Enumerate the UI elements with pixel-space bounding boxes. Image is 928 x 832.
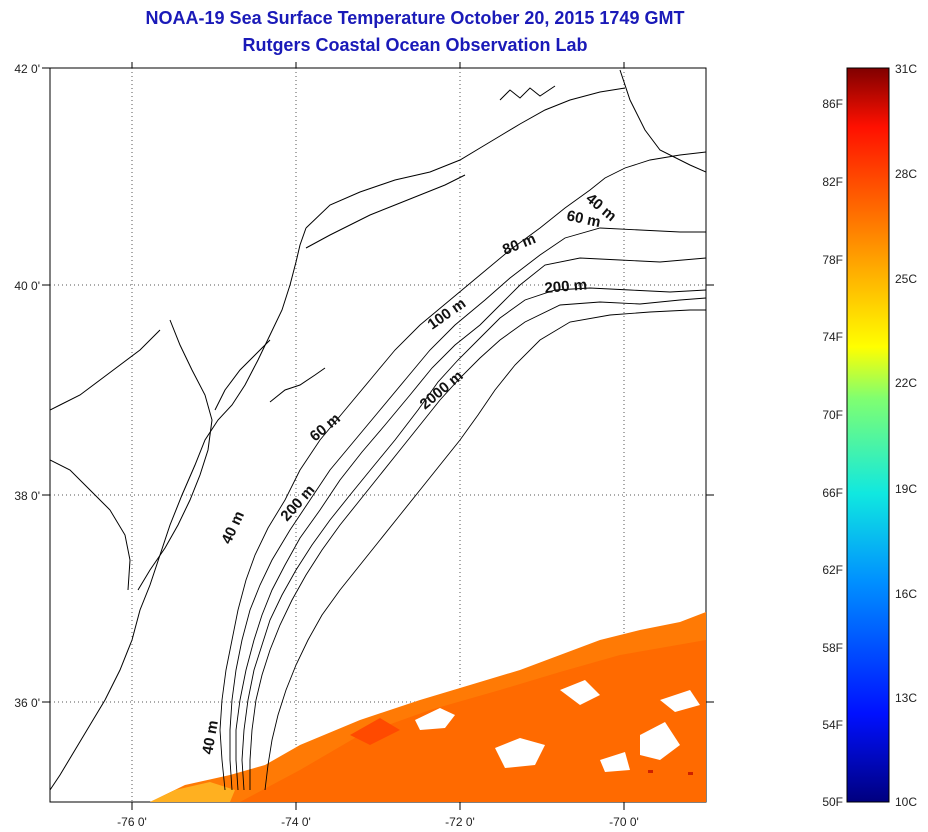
colorbar-c-label: 22C <box>895 376 917 390</box>
sst-cloud-4 <box>560 680 600 705</box>
map-ticks <box>42 62 714 810</box>
sst-cloud-1 <box>415 708 455 730</box>
lat-label: 36 0' <box>14 696 40 710</box>
colorbar-f-label: 62F <box>822 563 843 577</box>
longitude-labels: -76 0' -74 0' -72 0' -70 0' <box>117 815 639 829</box>
sst-patch-inner <box>240 640 706 802</box>
colorbar-c-label: 19C <box>895 482 917 496</box>
lon-label: -72 0' <box>445 815 475 829</box>
colorbar-c-label: 13C <box>895 691 917 705</box>
contour-40m <box>219 151 706 791</box>
sst-dot-2 <box>688 772 693 775</box>
sst-patch-warm <box>350 718 400 745</box>
contour-2000m <box>264 309 706 791</box>
lon-label: -70 0' <box>609 815 639 829</box>
colorbar-f-label: 54F <box>822 718 843 732</box>
colorbar-f-label: 82F <box>822 175 843 189</box>
lat-label: 42 0' <box>14 62 40 76</box>
contour-label-60m-north: 60 m <box>565 207 602 231</box>
contour-label-40m-south: 40 m <box>199 719 222 756</box>
lon-label: -76 0' <box>117 815 147 829</box>
sst-cloud-5 <box>660 690 700 712</box>
colorbar-f-label: 86F <box>822 97 843 111</box>
sst-cloud-3 <box>640 722 680 760</box>
colorbar-f-label: 74F <box>822 330 843 344</box>
bathymetry-contours <box>219 151 706 791</box>
lat-label: 40 0' <box>14 279 40 293</box>
coastline <box>50 69 706 791</box>
sst-dot-1 <box>648 770 653 773</box>
colorbar-gradient <box>846 67 890 803</box>
colorbar-f-label: 66F <box>822 486 843 500</box>
colorbar-c-label: 25C <box>895 272 917 286</box>
colorbar-bottom-c-label: 10C <box>895 795 917 809</box>
sst-patch-edge <box>150 782 235 802</box>
colorbar-top-label: 31C <box>895 62 917 76</box>
map-gridlines <box>50 68 706 802</box>
lon-label: -74 0' <box>281 815 311 829</box>
contour-60m <box>229 227 706 791</box>
colorbar-f-label: 58F <box>822 641 843 655</box>
lat-label: 38 0' <box>14 489 40 503</box>
colorbar-c-label: 28C <box>895 167 917 181</box>
map-title: NOAA-19 Sea Surface Temperature October … <box>145 8 685 28</box>
contour-200m <box>249 297 706 790</box>
colorbar-f-label: 70F <box>822 408 843 422</box>
map-subtitle: Rutgers Coastal Ocean Observation Lab <box>242 35 588 55</box>
sst-cloud-2 <box>495 738 545 768</box>
colorbar-c-label: 16C <box>895 587 917 601</box>
contour-label-200m-north: 200 m <box>544 276 588 297</box>
sst-data-layer <box>150 612 706 802</box>
colorbar-bottom-f-label: 50F <box>822 795 843 809</box>
contour-80m <box>235 257 706 791</box>
colorbar-f-label: 78F <box>822 253 843 267</box>
contour-100m <box>241 287 706 791</box>
colorbar: 31C 50F 10C 86F 82F 78F 74F 70F 66F 62F … <box>822 62 917 809</box>
sst-cloud-6 <box>600 752 630 772</box>
latitude-labels: 42 0' 40 0' 38 0' 36 0' <box>14 62 40 710</box>
